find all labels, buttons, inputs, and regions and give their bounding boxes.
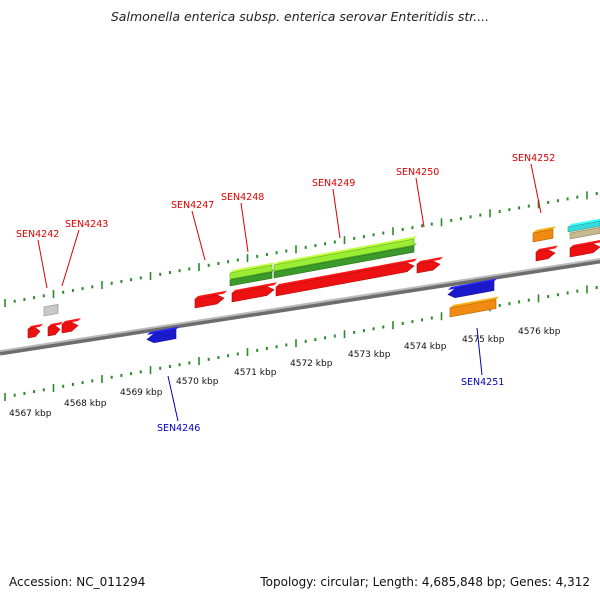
gene-leader-line bbox=[191, 210, 206, 261]
gene-arrow[interactable] bbox=[275, 262, 415, 297]
gene-arrow[interactable] bbox=[146, 329, 177, 344]
gene-arrow[interactable] bbox=[229, 264, 273, 280]
gene-arrow[interactable] bbox=[43, 304, 59, 317]
scale-label: 4571 kbp bbox=[234, 368, 277, 378]
gene-leader-line bbox=[240, 202, 249, 253]
scale-label: 4569 kbp bbox=[120, 388, 163, 398]
gene-arrow[interactable] bbox=[195, 290, 227, 299]
accession-text: Accession: NC_011294 bbox=[9, 575, 146, 589]
scale-label: 4575 kbp bbox=[462, 335, 505, 345]
gene-leader-line bbox=[37, 239, 48, 289]
gene-arrow[interactable] bbox=[416, 260, 441, 274]
backbone-shadow bbox=[0, 258, 600, 356]
gene-arrow[interactable] bbox=[567, 220, 600, 233]
gene-arrow[interactable] bbox=[231, 286, 275, 303]
gene-arrow[interactable] bbox=[230, 262, 275, 273]
gene-arrow[interactable] bbox=[194, 294, 225, 309]
gene-leader-line bbox=[61, 229, 80, 287]
gene-label[interactable]: SEN4250 bbox=[396, 167, 439, 178]
gene-leader-line bbox=[415, 177, 425, 228]
gene-label[interactable]: SEN4247 bbox=[171, 200, 214, 211]
gene-arrow[interactable] bbox=[568, 218, 600, 227]
gene-arrow[interactable] bbox=[447, 281, 495, 299]
gene-arrow[interactable] bbox=[48, 321, 63, 327]
gene-label[interactable]: SEN4242 bbox=[16, 229, 59, 240]
scale-label: 4576 kbp bbox=[518, 327, 561, 337]
gene-arrow[interactable] bbox=[535, 249, 556, 262]
gene-arrow[interactable] bbox=[536, 245, 558, 252]
gene-arrow[interactable] bbox=[570, 239, 600, 248]
gene-leader-line bbox=[332, 188, 341, 239]
scale-label: 4574 kbp bbox=[404, 342, 447, 352]
backbone-line bbox=[0, 258, 600, 352]
gene-label[interactable]: SEN4243 bbox=[65, 219, 108, 230]
gene-arrow[interactable] bbox=[27, 327, 41, 339]
gene-arrow[interactable] bbox=[532, 228, 554, 243]
gene-arrow[interactable] bbox=[47, 325, 61, 337]
gene-leader-line bbox=[476, 327, 483, 376]
gene-label[interactable]: SEN4248 bbox=[221, 192, 264, 203]
scale-label: 4572 kbp bbox=[290, 359, 333, 369]
gene-arrow[interactable] bbox=[232, 282, 277, 293]
gene-leader-line bbox=[167, 375, 179, 422]
gene-label[interactable]: SEN4252 bbox=[512, 153, 555, 164]
scale-label: 4570 kbp bbox=[176, 377, 219, 387]
gene-arrow[interactable] bbox=[44, 301, 61, 307]
gene-leader-line bbox=[530, 163, 542, 214]
gene-arrow[interactable] bbox=[450, 296, 499, 308]
gene-arrow[interactable] bbox=[229, 271, 273, 287]
gene-arrow[interactable] bbox=[61, 321, 79, 334]
gene-arrow[interactable] bbox=[274, 236, 417, 265]
gene-label[interactable]: SEN4249 bbox=[312, 178, 355, 189]
scale-label: 4567 kbp bbox=[9, 409, 52, 419]
gene-arrow[interactable] bbox=[147, 326, 179, 335]
gene-label[interactable]: SEN4246 bbox=[157, 423, 200, 434]
gene-arrow[interactable] bbox=[273, 245, 415, 279]
gene-arrow[interactable] bbox=[569, 243, 600, 258]
scale-label: 4573 kbp bbox=[348, 350, 391, 360]
gene-arrow[interactable] bbox=[417, 256, 443, 264]
map-title: Salmonella enterica subsp. enterica sero… bbox=[110, 9, 490, 24]
gene-arrow[interactable] bbox=[569, 227, 600, 240]
gene-arrow[interactable] bbox=[276, 258, 417, 287]
gene-arrow[interactable] bbox=[28, 323, 43, 329]
gene-arrow[interactable] bbox=[533, 226, 556, 233]
gene-label[interactable]: SEN4251 bbox=[461, 377, 504, 388]
scale-label: 4568 kbp bbox=[64, 399, 107, 409]
gene-arrow[interactable] bbox=[62, 318, 81, 324]
gene-arrow[interactable] bbox=[273, 238, 415, 272]
gene-arrow[interactable] bbox=[448, 278, 497, 290]
topology-text: Topology: circular; Length: 4,685,848 bp… bbox=[260, 575, 590, 589]
gene-arrow[interactable] bbox=[449, 299, 497, 318]
